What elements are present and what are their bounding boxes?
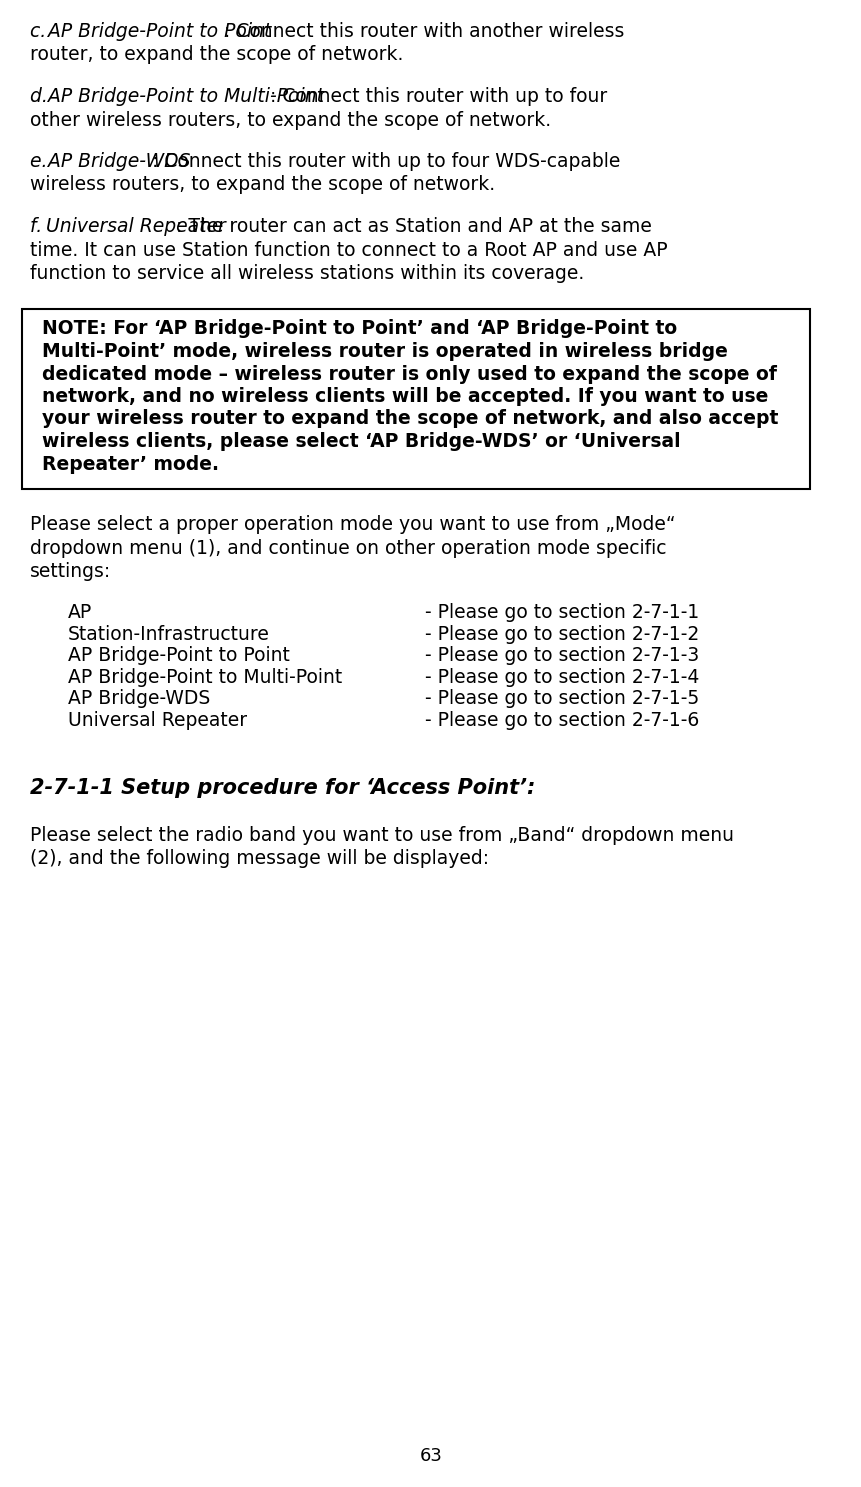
Text: function to service all wireless stations within its coverage.: function to service all wireless station… bbox=[30, 265, 584, 283]
Text: - Please go to section 2-7-1-1: - Please go to section 2-7-1-1 bbox=[424, 604, 698, 623]
Text: NOTE: For ‘AP Bridge-Point to Point’ and ‘AP Bridge-Point to: NOTE: For ‘AP Bridge-Point to Point’ and… bbox=[42, 320, 677, 339]
Text: c.: c. bbox=[30, 22, 53, 42]
Text: AP Bridge-WDS: AP Bridge-WDS bbox=[68, 690, 210, 708]
Text: : Connect this router with up to four WDS-capable: : Connect this router with up to four WD… bbox=[152, 152, 620, 171]
Text: AP Bridge-Point to Multi-Point: AP Bridge-Point to Multi-Point bbox=[48, 88, 324, 106]
Text: settings:: settings: bbox=[30, 562, 111, 581]
Text: Universal Repeater: Universal Repeater bbox=[68, 711, 247, 730]
Text: AP Bridge-Point to Point: AP Bridge-Point to Point bbox=[68, 647, 289, 666]
Text: AP Bridge-Point to Point: AP Bridge-Point to Point bbox=[48, 22, 271, 42]
Text: dropdown menu (1), and continue on other operation mode specific: dropdown menu (1), and continue on other… bbox=[30, 538, 666, 558]
Text: your wireless router to expand the scope of network, and also accept: your wireless router to expand the scope… bbox=[42, 409, 777, 428]
Text: - Please go to section 2-7-1-6: - Please go to section 2-7-1-6 bbox=[424, 711, 698, 730]
Text: other wireless routers, to expand the scope of network.: other wireless routers, to expand the sc… bbox=[30, 110, 550, 129]
Text: router, to expand the scope of network.: router, to expand the scope of network. bbox=[30, 46, 403, 64]
Text: AP Bridge-Point to Multi-Point: AP Bridge-Point to Multi-Point bbox=[68, 668, 342, 687]
Text: Please select the radio band you want to use from „Band“ dropdown menu: Please select the radio band you want to… bbox=[30, 825, 734, 845]
Text: network, and no wireless clients will be accepted. If you want to use: network, and no wireless clients will be… bbox=[42, 387, 767, 406]
Text: - Please go to section 2-7-1-2: - Please go to section 2-7-1-2 bbox=[424, 625, 698, 644]
Text: - Please go to section 2-7-1-5: - Please go to section 2-7-1-5 bbox=[424, 690, 698, 708]
Text: : The router can act as Station and AP at the same: : The router can act as Station and AP a… bbox=[176, 217, 651, 236]
Text: AP Bridge-WDS: AP Bridge-WDS bbox=[48, 152, 190, 171]
Text: Multi-Point’ mode, wireless router is operated in wireless bridge: Multi-Point’ mode, wireless router is op… bbox=[42, 342, 727, 361]
Text: 63: 63 bbox=[419, 1447, 442, 1465]
Text: 2-7-1-1 Setup procedure for ‘Access Point’:: 2-7-1-1 Setup procedure for ‘Access Poin… bbox=[30, 779, 535, 799]
Text: time. It can use Station function to connect to a Root AP and use AP: time. It can use Station function to con… bbox=[30, 241, 667, 260]
Text: - Please go to section 2-7-1-3: - Please go to section 2-7-1-3 bbox=[424, 647, 698, 666]
Text: AP: AP bbox=[68, 604, 92, 623]
Text: : Connect this router with up to four: : Connect this router with up to four bbox=[269, 88, 606, 106]
Text: Please select a proper operation mode you want to use from „Mode“: Please select a proper operation mode yo… bbox=[30, 515, 675, 534]
Text: wireless routers, to expand the scope of network.: wireless routers, to expand the scope of… bbox=[30, 175, 494, 195]
Text: - Please go to section 2-7-1-4: - Please go to section 2-7-1-4 bbox=[424, 668, 698, 687]
Text: Repeater’ mode.: Repeater’ mode. bbox=[42, 455, 219, 473]
Text: Station-Infrastructure: Station-Infrastructure bbox=[68, 625, 269, 644]
Text: dedicated mode – wireless router is only used to expand the scope of: dedicated mode – wireless router is only… bbox=[42, 364, 776, 384]
Text: e.: e. bbox=[30, 152, 53, 171]
Text: wireless clients, please select ‘AP Bridge-WDS’ or ‘Universal: wireless clients, please select ‘AP Brid… bbox=[42, 433, 680, 451]
Text: f.: f. bbox=[30, 217, 48, 236]
Text: : Connect this router with another wireless: : Connect this router with another wirel… bbox=[224, 22, 623, 42]
Text: Universal Repeater: Universal Repeater bbox=[46, 217, 226, 236]
Text: (2), and the following message will be displayed:: (2), and the following message will be d… bbox=[30, 849, 488, 868]
Text: d.: d. bbox=[30, 88, 54, 106]
